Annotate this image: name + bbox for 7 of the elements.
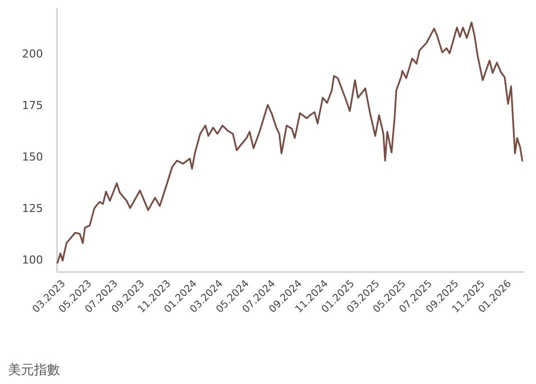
line-series (56, 22, 524, 264)
y-tick-label: 200 (22, 47, 43, 60)
text: 美元指數 (8, 362, 60, 378)
y-tick-label: 175 (22, 98, 43, 112)
y-tick-label: 150 (22, 150, 43, 164)
y-tick-label: 125 (22, 202, 43, 216)
y-tick-label: 100 (22, 254, 43, 267)
